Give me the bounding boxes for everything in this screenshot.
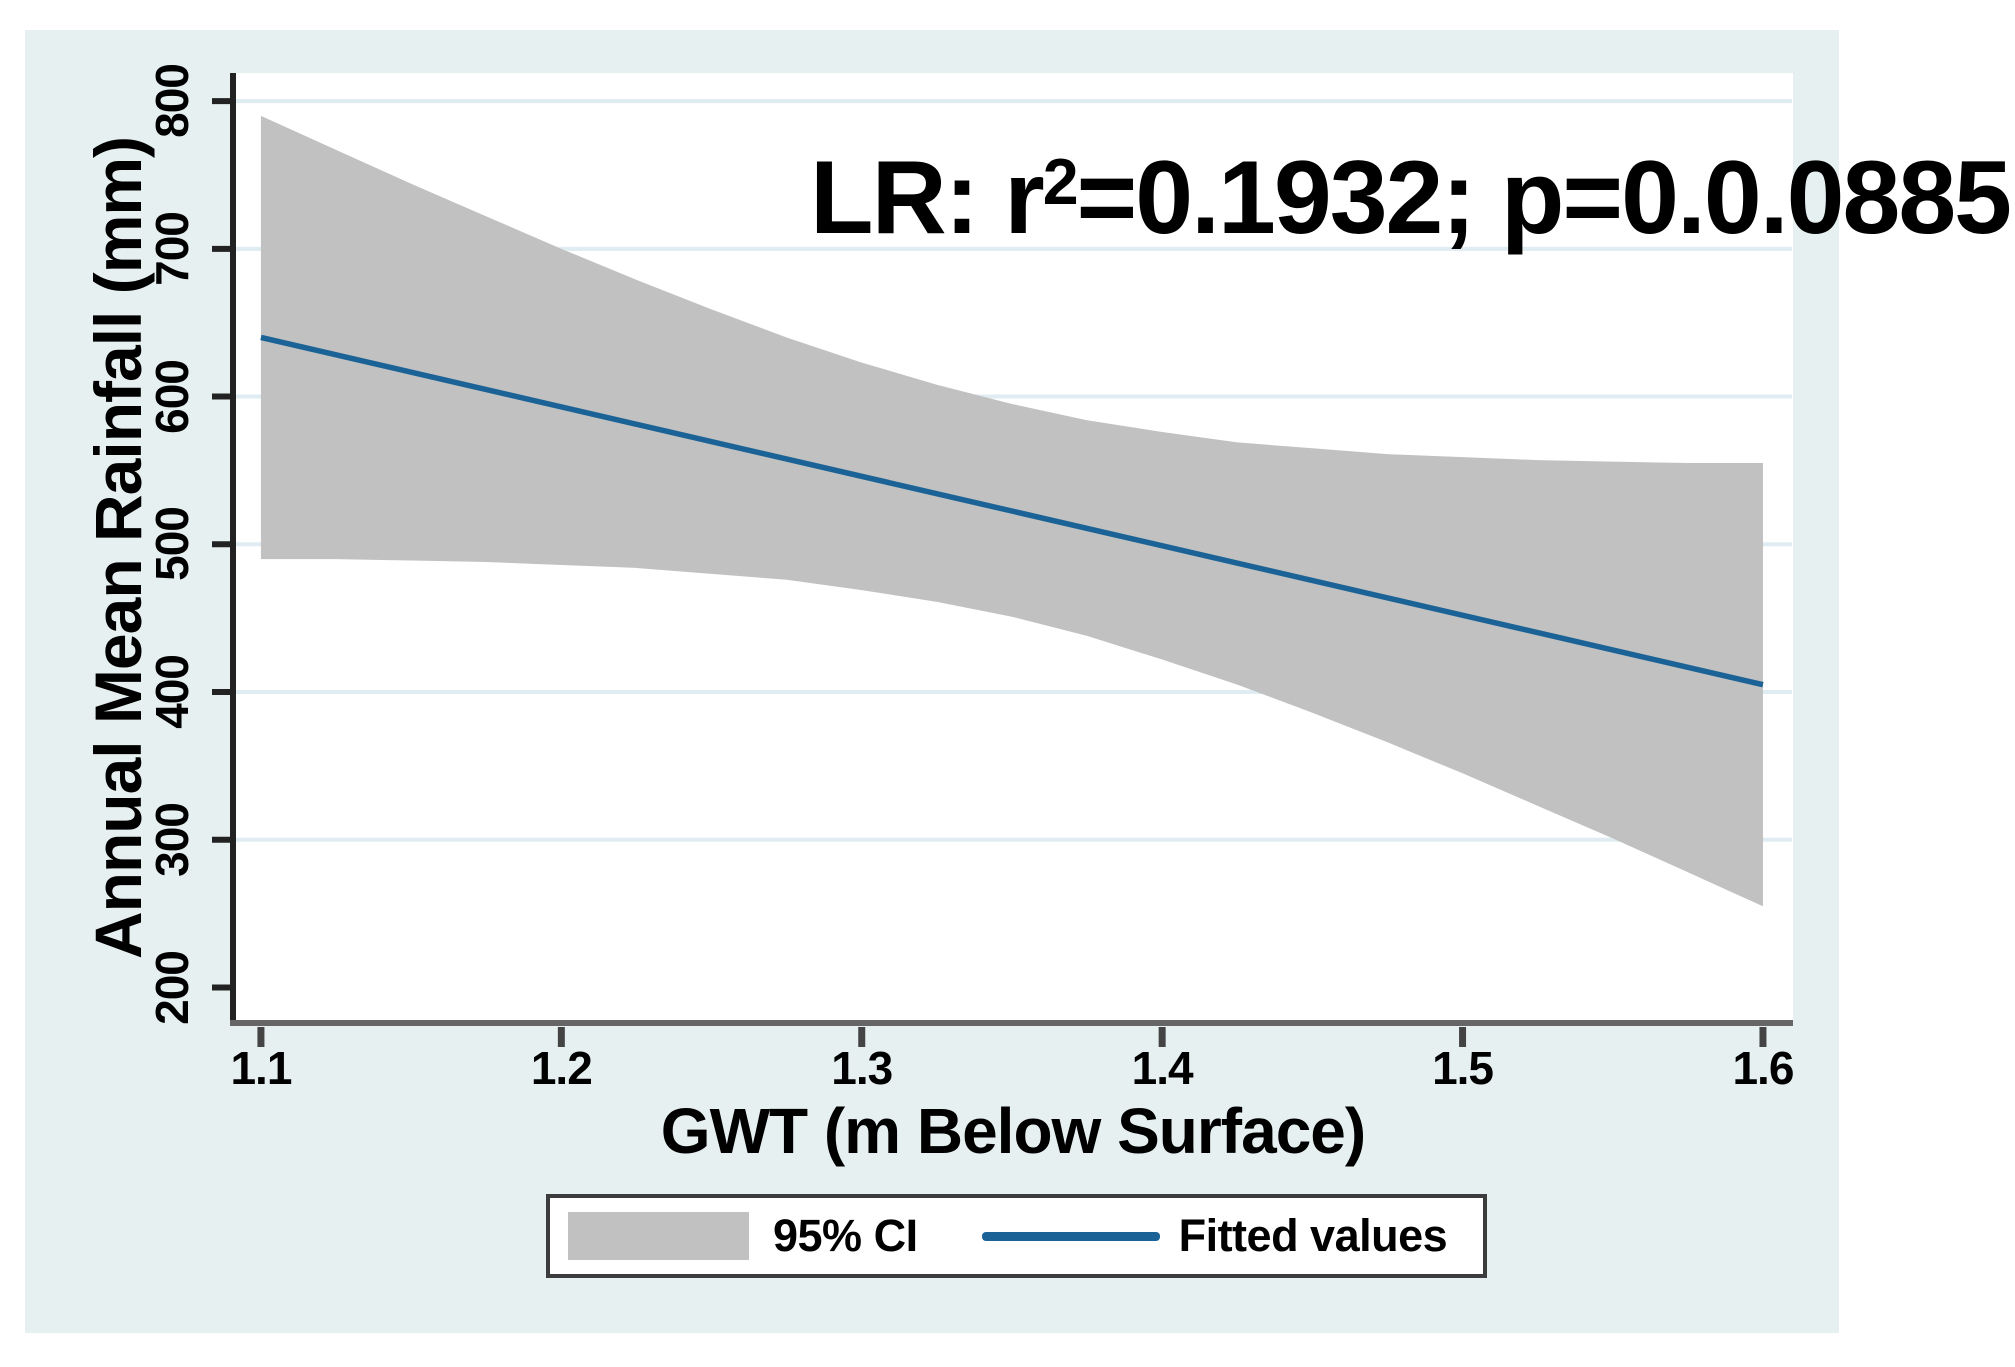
legend-box: 95% CI Fitted values <box>546 1194 1487 1278</box>
annotation-prefix: LR: r <box>810 140 1045 256</box>
x-tick-label-1.5: 1.5 <box>1432 1042 1494 1094</box>
x-tick-label-1.1: 1.1 <box>230 1042 292 1094</box>
y-tick-label-600: 600 <box>146 359 198 434</box>
x-tick-label-1.3: 1.3 <box>831 1042 893 1094</box>
y-tick-label-700: 700 <box>146 211 198 286</box>
x-tick-label-1.2: 1.2 <box>530 1042 593 1094</box>
y-tick-label-500: 500 <box>146 507 198 582</box>
annotation-suffix: =0.1932; p=0.0.0885 <box>1076 140 2012 256</box>
x-axis-title: GWT (m Below Surface) <box>660 1095 1366 1167</box>
legend-ci-label: 95% CI <box>773 1210 918 1261</box>
y-tick-label-300: 300 <box>146 802 198 877</box>
y-tick-label-200: 200 <box>146 950 198 1025</box>
y-tick-label-800: 800 <box>146 64 198 138</box>
legend-line-sample <box>981 1231 1160 1241</box>
legend-line-label: Fitted values <box>1178 1210 1448 1261</box>
annotation-superscript: 2 <box>1042 145 1079 218</box>
x-tick-label-1.6: 1.6 <box>1732 1042 1794 1094</box>
x-tick-label-1.4: 1.4 <box>1131 1042 1194 1094</box>
legend-ci-swatch <box>568 1212 749 1260</box>
fitted-line <box>260 334 1764 688</box>
y-tick-label-400: 400 <box>146 655 198 729</box>
regression-annotation: LR: r2=0.1932; p=0.0.0885 <box>810 145 2012 250</box>
